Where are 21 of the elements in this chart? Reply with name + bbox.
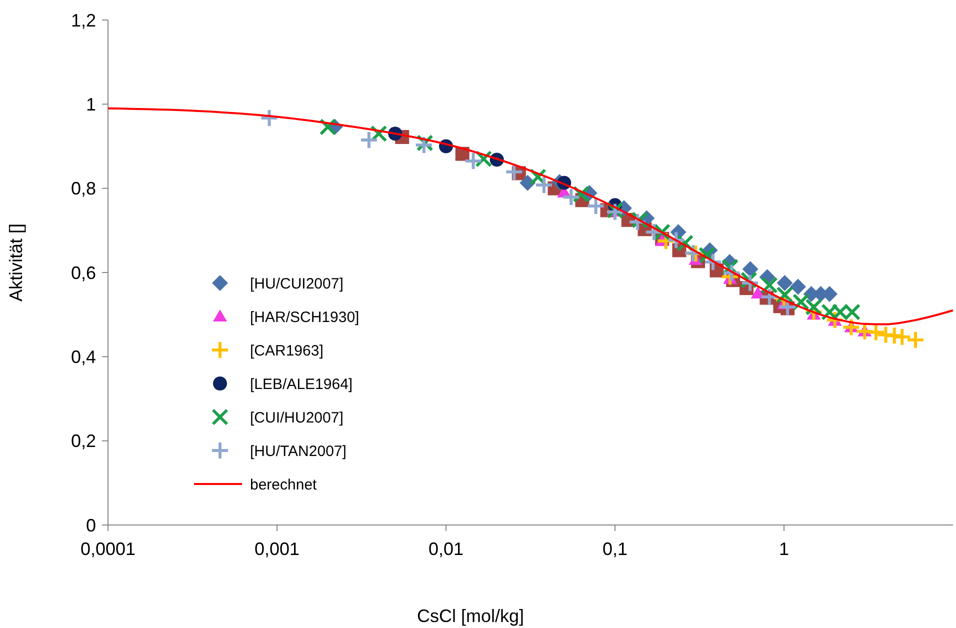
x-tick-label: 0,001 — [254, 539, 300, 559]
y-tick-label: 0 — [86, 515, 96, 536]
y-tick-label: 0,4 — [70, 346, 96, 367]
legend-label: [LEB/ALE1964] — [250, 376, 353, 393]
legend-label: [HU/CUI2007] — [250, 275, 344, 292]
y-tick-label: 1 — [86, 94, 96, 114]
y-tick-label: 0,8 — [70, 178, 96, 199]
legend-label: berechnet — [250, 476, 318, 494]
legend-label: [HU/TAN2007] — [250, 442, 346, 460]
x-tick-label: 0,0001 — [80, 539, 136, 559]
x-tick-label: 0,01 — [428, 539, 464, 559]
y-axis-title: Aktivität [] — [6, 223, 26, 302]
x-tick-label: 1 — [778, 539, 790, 559]
y-tick-label: 0,2 — [70, 431, 96, 452]
legend-label: [CAR1963] — [250, 342, 324, 360]
y-tick-label: 0,6 — [70, 262, 96, 283]
legend-label: [CUI/HU2007] — [250, 409, 344, 426]
x-tick-label: 0,1 — [602, 539, 628, 559]
legend-label: [HAR/SCH1930] — [250, 308, 360, 326]
y-tick-label: 1,2 — [70, 10, 96, 30]
x-axis-title: CsCl [mol/kg] — [416, 606, 524, 626]
